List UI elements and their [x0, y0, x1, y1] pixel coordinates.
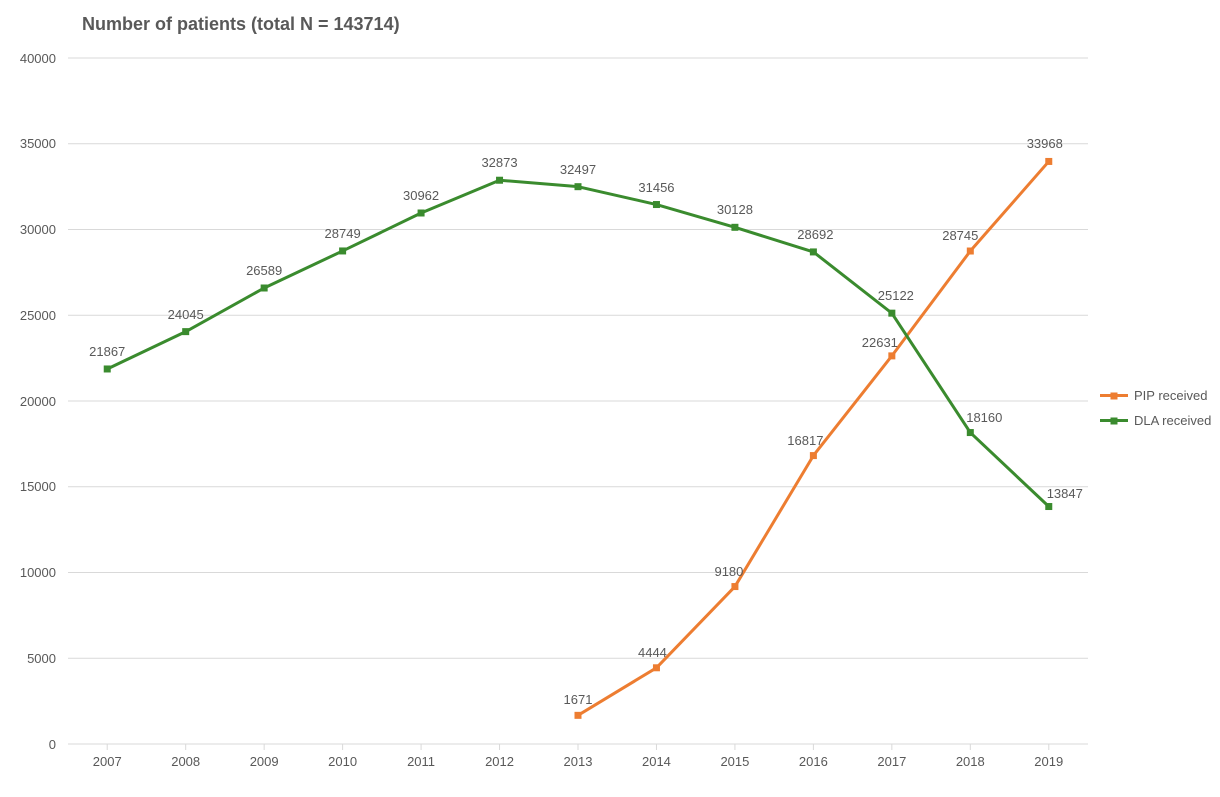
legend-swatch-dla — [1100, 419, 1128, 422]
y-tick-label: 20000 — [0, 394, 56, 409]
series-marker — [418, 210, 425, 217]
series-marker — [653, 664, 660, 671]
y-tick-label: 35000 — [0, 136, 56, 151]
x-tick-label: 2015 — [696, 754, 774, 769]
legend-label-dla: DLA received — [1134, 413, 1211, 428]
data-label: 16817 — [787, 433, 823, 448]
data-label: 32497 — [560, 162, 596, 177]
data-label: 28692 — [797, 227, 833, 242]
data-label: 1671 — [564, 692, 593, 707]
x-tick-label: 2014 — [617, 754, 695, 769]
data-label: 13847 — [1047, 486, 1083, 501]
square-marker-icon — [1111, 417, 1118, 424]
x-tick-label: 2018 — [931, 754, 1009, 769]
data-label: 28749 — [325, 226, 361, 241]
series-marker — [810, 452, 817, 459]
series-marker — [888, 352, 895, 359]
series-marker — [575, 183, 582, 190]
series-marker — [1045, 158, 1052, 165]
plot-area — [0, 0, 1220, 797]
data-label: 30128 — [717, 202, 753, 217]
series-marker — [967, 248, 974, 255]
x-tick-label: 2013 — [539, 754, 617, 769]
x-tick-label: 2011 — [382, 754, 460, 769]
x-tick-label: 2009 — [225, 754, 303, 769]
x-tick-label: 2017 — [853, 754, 931, 769]
series-marker — [888, 310, 895, 317]
x-tick-label: 2019 — [1010, 754, 1088, 769]
legend-item-pip: PIP received — [1100, 388, 1211, 403]
series-marker — [496, 177, 503, 184]
data-label: 21867 — [89, 344, 125, 359]
x-tick-label: 2008 — [146, 754, 224, 769]
legend-item-dla: DLA received — [1100, 413, 1211, 428]
legend-label-pip: PIP received — [1134, 388, 1207, 403]
y-tick-label: 30000 — [0, 222, 56, 237]
y-tick-label: 40000 — [0, 51, 56, 66]
y-tick-label: 25000 — [0, 308, 56, 323]
data-label: 24045 — [168, 307, 204, 322]
legend-swatch-pip — [1100, 394, 1128, 397]
series-marker — [575, 712, 582, 719]
data-label: 32873 — [481, 155, 517, 170]
legend: PIP received DLA received — [1100, 388, 1211, 438]
series-marker — [653, 201, 660, 208]
data-label: 30962 — [403, 188, 439, 203]
series-marker — [339, 247, 346, 254]
data-label: 25122 — [878, 288, 914, 303]
data-label: 4444 — [638, 645, 667, 660]
data-label: 18160 — [966, 410, 1002, 425]
x-tick-label: 2007 — [68, 754, 146, 769]
data-label: 22631 — [862, 335, 898, 350]
patients-chart: Number of patients (total N = 143714) PI… — [0, 0, 1220, 797]
x-tick-label: 2012 — [460, 754, 538, 769]
data-label: 9180 — [714, 564, 743, 579]
data-label: 33968 — [1027, 136, 1063, 151]
y-tick-label: 5000 — [0, 651, 56, 666]
x-tick-label: 2016 — [774, 754, 852, 769]
series-marker — [261, 284, 268, 291]
series-marker — [731, 583, 738, 590]
series-marker — [1045, 503, 1052, 510]
data-label: 26589 — [246, 263, 282, 278]
series-marker — [810, 248, 817, 255]
data-label: 28745 — [942, 228, 978, 243]
y-tick-label: 15000 — [0, 479, 56, 494]
square-marker-icon — [1111, 392, 1118, 399]
series-marker — [967, 429, 974, 436]
series-marker — [104, 365, 111, 372]
data-label: 31456 — [638, 180, 674, 195]
series-marker — [182, 328, 189, 335]
y-tick-label: 10000 — [0, 565, 56, 580]
series-marker — [731, 224, 738, 231]
x-tick-label: 2010 — [303, 754, 381, 769]
y-tick-label: 0 — [0, 737, 56, 752]
